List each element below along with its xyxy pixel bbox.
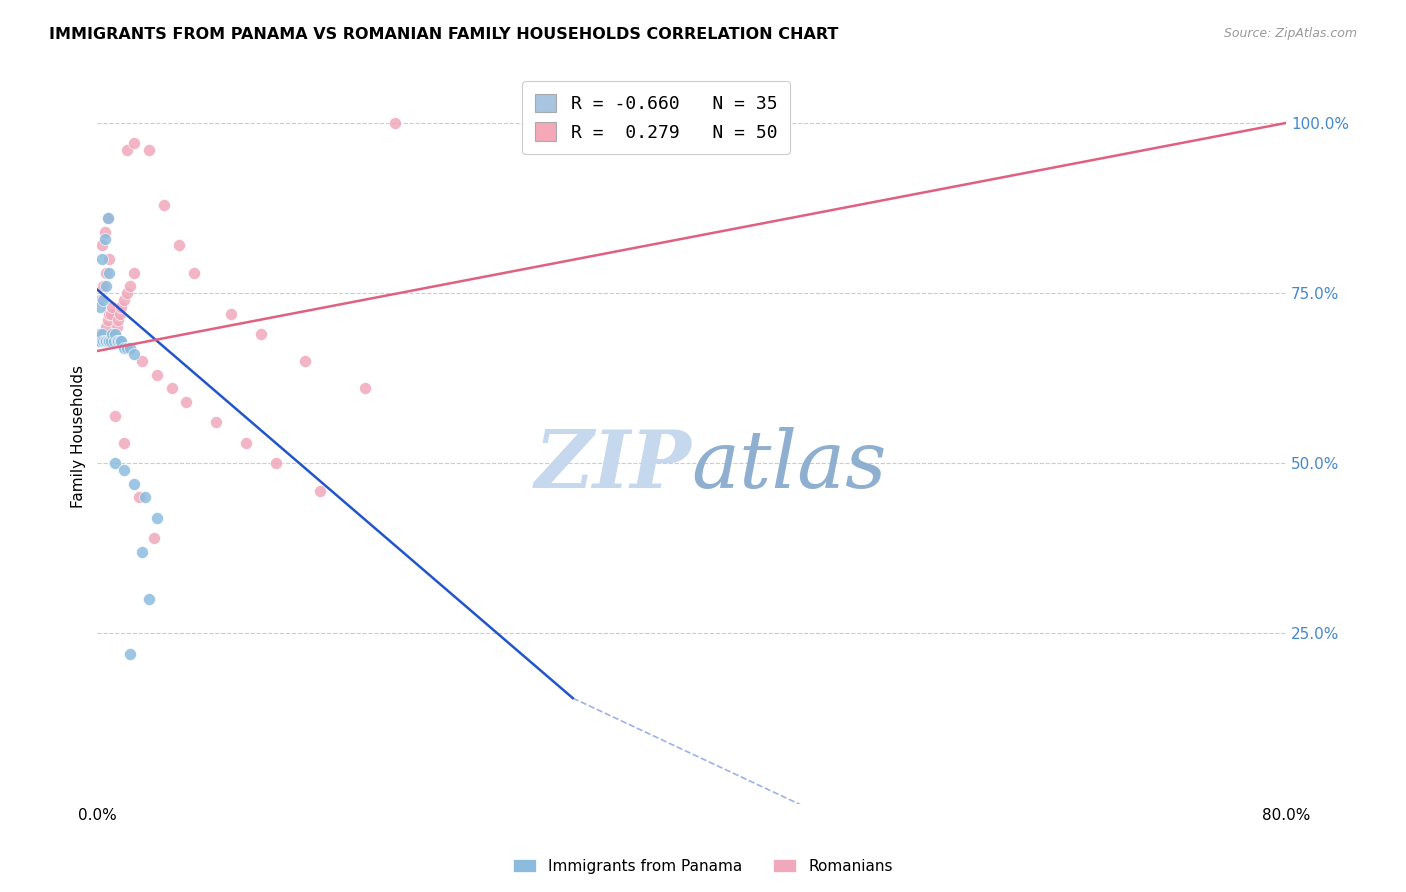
- Point: [94, 326, 117, 341]
- Point: [104, 326, 127, 341]
- Point: [96, 279, 118, 293]
- Point: [146, 510, 169, 524]
- Point: [97, 334, 120, 348]
- Point: [89, 334, 111, 348]
- Point: [98, 252, 121, 266]
- Point: [89, 293, 111, 307]
- Point: [89, 300, 111, 314]
- Point: [104, 409, 127, 423]
- Point: [128, 491, 150, 505]
- Point: [264, 456, 287, 470]
- Point: [91, 334, 114, 348]
- Text: atlas: atlas: [692, 426, 887, 504]
- Point: [108, 307, 131, 321]
- Text: Source: ZipAtlas.com: Source: ZipAtlas.com: [1223, 27, 1357, 40]
- Point: [104, 456, 127, 470]
- Point: [91, 293, 114, 307]
- Point: [103, 334, 125, 348]
- Point: [100, 307, 122, 321]
- Point: [89, 334, 111, 348]
- Point: [219, 307, 242, 321]
- Point: [94, 225, 117, 239]
- Point: [138, 592, 160, 607]
- Point: [107, 313, 129, 327]
- Point: [103, 334, 125, 348]
- Legend: Immigrants from Panama, Romanians: Immigrants from Panama, Romanians: [508, 853, 898, 880]
- Point: [87, 334, 110, 348]
- Point: [134, 491, 156, 505]
- Point: [112, 341, 135, 355]
- Point: [153, 197, 176, 211]
- Point: [97, 313, 120, 327]
- Point: [118, 279, 141, 293]
- Point: [112, 293, 135, 307]
- Point: [124, 347, 146, 361]
- Point: [105, 320, 128, 334]
- Point: [249, 326, 271, 341]
- Point: [98, 307, 121, 321]
- Point: [124, 266, 146, 280]
- Point: [94, 232, 117, 246]
- Point: [124, 476, 146, 491]
- Point: [131, 354, 153, 368]
- Point: [91, 279, 114, 293]
- Point: [100, 334, 122, 348]
- Point: [87, 326, 110, 341]
- Point: [97, 211, 120, 226]
- Point: [167, 238, 190, 252]
- Point: [98, 266, 121, 280]
- Point: [183, 266, 205, 280]
- Point: [110, 334, 132, 348]
- Point: [176, 395, 198, 409]
- Point: [294, 354, 316, 368]
- Point: [96, 334, 118, 348]
- Point: [104, 326, 127, 341]
- Point: [118, 341, 141, 355]
- Point: [96, 320, 118, 334]
- Point: [124, 136, 146, 151]
- Point: [90, 252, 112, 266]
- Point: [90, 326, 112, 341]
- Point: [110, 300, 132, 314]
- Y-axis label: Family Households: Family Households: [72, 365, 86, 508]
- Point: [384, 116, 406, 130]
- Point: [90, 238, 112, 252]
- Point: [98, 334, 121, 348]
- Point: [146, 368, 169, 382]
- Point: [96, 266, 118, 280]
- Point: [101, 326, 124, 341]
- Point: [309, 483, 332, 498]
- Text: IMMIGRANTS FROM PANAMA VS ROMANIAN FAMILY HOUSEHOLDS CORRELATION CHART: IMMIGRANTS FROM PANAMA VS ROMANIAN FAMIL…: [49, 27, 838, 42]
- Point: [131, 545, 153, 559]
- Point: [101, 300, 124, 314]
- Point: [90, 334, 112, 348]
- Point: [138, 143, 160, 157]
- Point: [205, 416, 228, 430]
- Point: [112, 435, 135, 450]
- Point: [115, 341, 138, 355]
- Point: [235, 435, 257, 450]
- Point: [112, 463, 135, 477]
- Point: [105, 334, 128, 348]
- Point: [118, 647, 141, 661]
- Legend: R = -0.660   N = 35, R =  0.279   N = 50: R = -0.660 N = 35, R = 0.279 N = 50: [522, 81, 790, 154]
- Point: [142, 531, 165, 545]
- Point: [91, 334, 114, 348]
- Text: ZIP: ZIP: [534, 426, 692, 504]
- Point: [115, 143, 138, 157]
- Point: [115, 286, 138, 301]
- Point: [107, 334, 129, 348]
- Point: [353, 381, 375, 395]
- Point: [94, 334, 117, 348]
- Point: [160, 381, 183, 395]
- Point: [97, 211, 120, 226]
- Point: [108, 334, 131, 348]
